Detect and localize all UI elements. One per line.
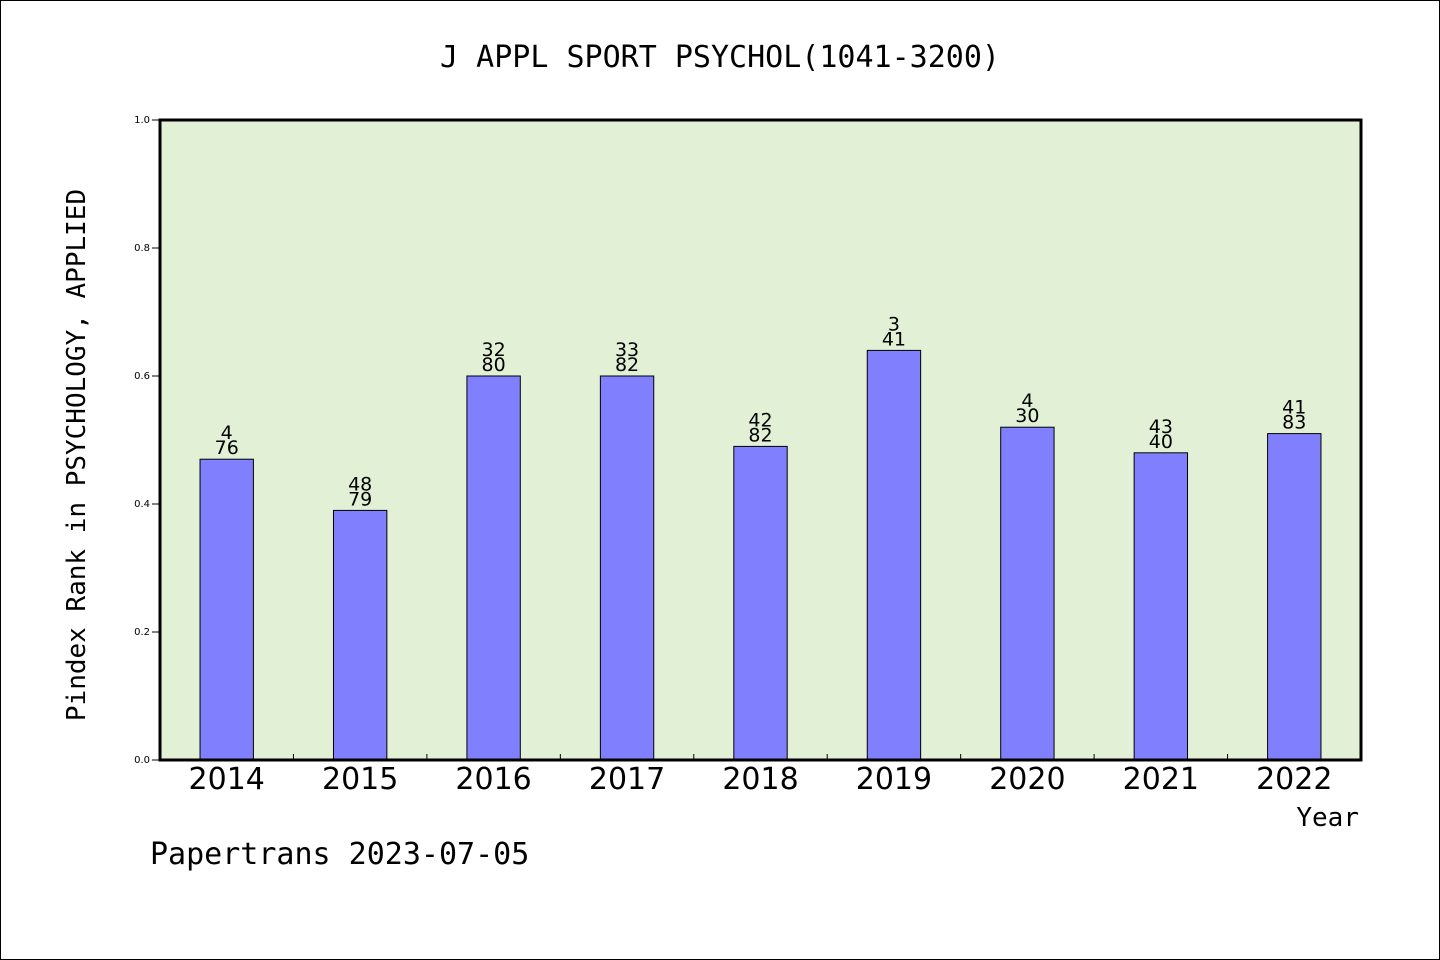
y-axis-ticks: 0.0 0.2 0.4 0.6 0.8 1.0 (134, 115, 160, 766)
plot-border (158, 118, 1363, 762)
x-tick-label: 2014 (189, 762, 265, 797)
bar-total-label: 79 (348, 488, 372, 510)
bar-total-label: 82 (748, 424, 772, 446)
bar-2020 (1000, 426, 1055, 761)
bar-2015 (332, 509, 388, 761)
bar-rank-label: 33 (615, 339, 639, 361)
bar-total-label: 30 (1015, 405, 1039, 427)
y-axis-label: Pindex Rank in PSYCHOLOGY, APPLIED (62, 189, 92, 721)
y-tick-label: 0.4 (134, 499, 150, 510)
bar-rank-label: 3 (888, 313, 900, 335)
x-axis-label: Year (1296, 803, 1359, 833)
bar-2017 (599, 375, 655, 761)
x-tick-label: 2017 (589, 762, 665, 797)
x-tick-label: 2022 (1256, 762, 1332, 797)
x-axis-ticks: 2014 2015 2016 2017 2018 2019 2020 2021 2022 (189, 754, 1332, 797)
bar-2018 (733, 445, 788, 761)
x-tick-label: 2016 (455, 762, 531, 797)
bar-total-label: 40 (1149, 431, 1173, 453)
chart-title: J APPL SPORT PSYCHOL(1041-3200) (440, 40, 1000, 75)
bar-total-label: 82 (615, 354, 639, 376)
x-tick-label: 2021 (1123, 762, 1199, 797)
bar-total-label: 76 (215, 437, 239, 459)
bar-rank-label: 4 (221, 422, 233, 444)
bar-rank-label: 48 (348, 473, 372, 495)
y-tick-label: 0.8 (134, 243, 150, 254)
bar-total-label: 41 (882, 328, 906, 350)
bar-rank-label: 4 (1021, 390, 1033, 412)
bars-group (199, 349, 1322, 761)
bar-total-label: 80 (482, 354, 506, 376)
bar-2014 (199, 458, 254, 761)
bar-2019 (866, 349, 922, 761)
y-tick-label: 0.2 (134, 627, 150, 638)
bar-2022 (1267, 433, 1322, 761)
watermark-text: Papertrans 2023-07-05 (150, 837, 529, 872)
y-tick-label: 0.6 (134, 371, 150, 382)
bar-rank-label: 41 (1282, 397, 1306, 419)
bar-2021 (1133, 452, 1189, 761)
x-tick-label: 2015 (322, 762, 398, 797)
bar-rank-label: 43 (1149, 416, 1173, 438)
x-tick-label: 2019 (856, 762, 932, 797)
bar-rank-label: 42 (748, 409, 772, 431)
bar-rank-label: 32 (482, 339, 506, 361)
bar-2016 (466, 375, 521, 761)
y-tick-label: 0.0 (134, 755, 150, 766)
y-tick-label: 1.0 (134, 115, 150, 126)
x-tick-label: 2018 (722, 762, 798, 797)
bar-total-label: 83 (1282, 412, 1306, 434)
x-tick-label: 2020 (989, 762, 1065, 797)
